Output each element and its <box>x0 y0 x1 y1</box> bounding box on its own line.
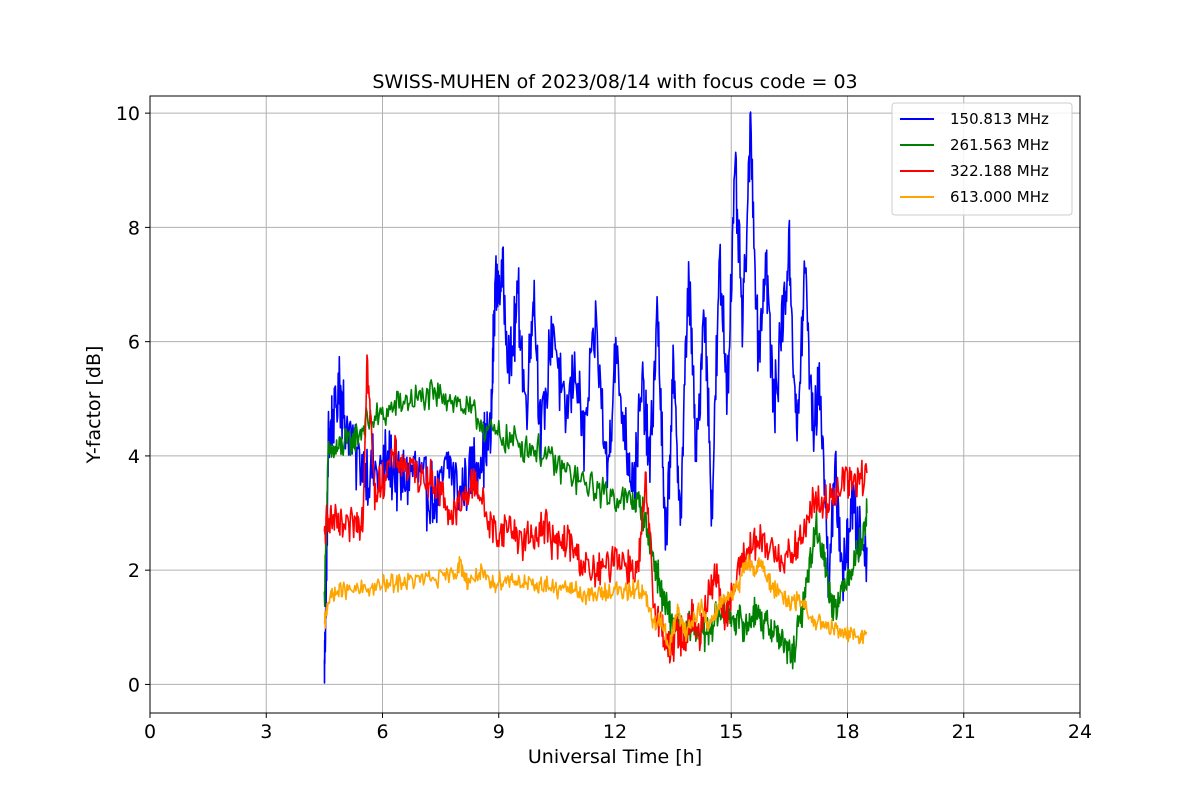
series-line-322-188-mhz <box>323 354 868 664</box>
x-tick-label: 9 <box>493 721 505 743</box>
series-line-150-813-mhz <box>323 111 868 684</box>
legend-label: 322.188 MHz <box>950 162 1049 180</box>
x-tick-label: 3 <box>260 721 272 743</box>
chart-title: SWISS-MUHEN of 2023/08/14 with focus cod… <box>372 71 857 93</box>
legend-label: 613.000 MHz <box>950 188 1049 206</box>
x-tick-label: 24 <box>1068 721 1092 743</box>
y-tick-label: 8 <box>128 217 140 239</box>
legend-label: 261.563 MHz <box>950 136 1049 154</box>
x-tick-label: 0 <box>144 721 156 743</box>
series-line-613-000-mhz <box>323 553 868 656</box>
y-tick-label: 2 <box>128 560 140 582</box>
legend-box <box>891 102 1073 216</box>
y-tick-label: 6 <box>128 332 140 354</box>
x-tick-label: 6 <box>376 721 388 743</box>
y-axis-label: Y-factor [dB] <box>83 346 105 465</box>
y-tick-label: 10 <box>116 103 140 125</box>
x-tick-label: 21 <box>952 721 976 743</box>
series-line-261-563-mhz <box>323 379 868 670</box>
x-tick-label: 18 <box>835 721 859 743</box>
legend: 150.813 MHz 261.563 MHz 322.188 MHz 613.000… <box>891 102 1073 216</box>
x-tick-label: 12 <box>603 721 627 743</box>
x-axis-label: Universal Time [h] <box>528 746 702 768</box>
legend-label: 150.813 MHz <box>950 110 1049 128</box>
x-tick-label: 15 <box>719 721 743 743</box>
series-group <box>323 111 868 684</box>
y-tick-label: 0 <box>128 674 140 696</box>
y-tick-label: 4 <box>128 446 140 468</box>
